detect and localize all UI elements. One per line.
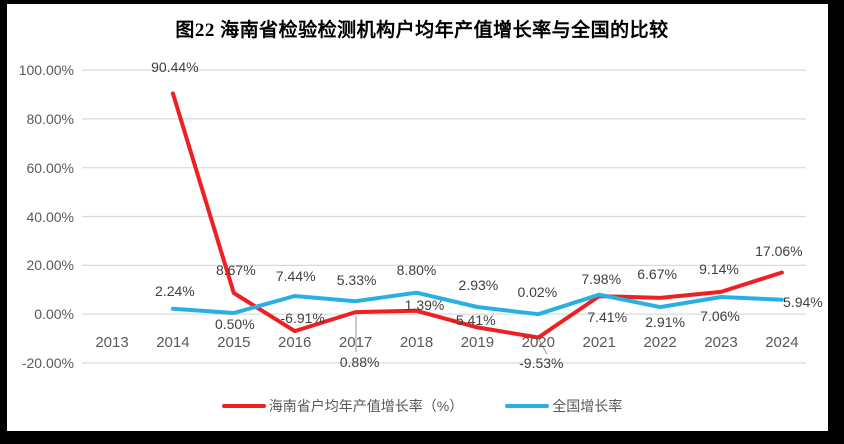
data-label: 1.39% [404,296,445,313]
data-label: -6.91% [280,310,325,327]
x-axis-label: 2021 [582,334,616,351]
y-axis-label: 20.00% [26,257,74,274]
data-label: 2.24% [155,282,195,299]
data-label: -5.41% [451,312,496,329]
y-axis-label: 40.00% [26,208,74,225]
data-label: 9.14% [699,260,739,277]
y-axis-label: 100.00% [18,62,74,79]
data-label: 5.94% [783,293,823,310]
data-label: 17.06% [755,242,803,259]
data-label: 7.98% [581,270,622,287]
legend-swatch-national-icon [505,404,550,408]
legend-item-national: 全国增长率 [505,396,622,416]
frame-border-right [828,0,844,444]
x-axis-label: 2018 [399,334,434,351]
series-line-national [170,290,784,317]
series-line-hainan [170,91,784,340]
data-label: -9.53% [519,355,564,372]
x-axis-label: 2019 [460,334,495,351]
data-label-leader-line [538,339,548,355]
x-axis-label: 2023 [704,334,738,351]
y-axis-label: 0.00% [34,306,74,323]
data-label: 0.88% [339,354,380,371]
data-label: 8.67% [215,262,256,279]
data-label: 8.80% [396,261,437,278]
data-label: 7.44% [275,268,316,285]
y-axis-label: -20.00% [21,355,74,372]
x-axis-label: 2020 [521,334,555,351]
data-label: 7.06% [700,307,740,324]
x-axis-label: 2024 [765,334,799,351]
x-axis-label: 2017 [338,334,373,351]
data-label: 5.33% [336,272,377,289]
chart-legend: 海南省户均年产值增长率（%） 全国增长率 [0,396,844,416]
frame-border-bottom [0,431,844,444]
frame-border-top [0,0,844,4]
y-axis-label: 80.00% [26,110,74,127]
legend-swatch-hainan-icon [221,404,266,408]
chart-title: 图22 海南省检验检测机构户均年产值增长率与全国的比较 [175,20,669,41]
data-label: 7.41% [587,309,628,326]
data-label: 6.67% [637,265,677,282]
legend-item-hainan: 海南省户均年产值增长率（%） [221,396,464,416]
data-label: 90.44% [151,59,199,76]
legend-label-national: 全国增长率 [552,398,623,414]
data-label: 2.91% [645,314,685,331]
y-axis-label: 60.00% [26,159,74,176]
legend-label-hainan: 海南省户均年产值增长率（%） [268,398,464,414]
x-axis-label: 2014 [156,334,190,351]
x-axis-label: 2022 [643,334,677,351]
data-label: 2.93% [458,277,499,294]
x-axis-label: 2013 [95,334,129,351]
data-label: 0.50% [214,315,255,332]
data-label: 0.02% [517,284,558,301]
x-axis-label: 2016 [278,334,312,351]
x-axis-label: 2015 [217,334,251,351]
frame-border-left [0,0,7,444]
